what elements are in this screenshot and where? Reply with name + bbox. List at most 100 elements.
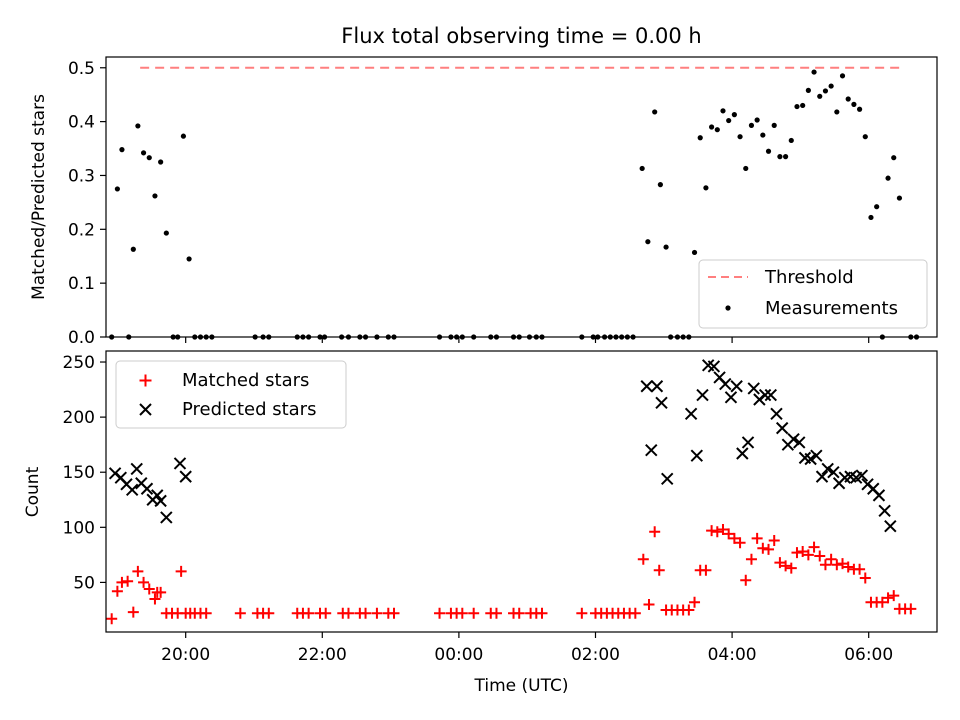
x-tick-label: 22:00 [298,645,347,665]
legend-threshold-label: Threshold [764,267,854,288]
ratio-marks [109,66,920,340]
x-axis-label: Time (UTC) [474,676,569,696]
matched-star-point [700,564,712,576]
matched-star-point [859,572,871,584]
predicted-star-point [684,407,698,421]
predicted-star-point [872,489,886,502]
measurement-point [163,230,169,236]
measurement-point [697,135,703,141]
ratio-plot: Flux total observing time = 0.00 h Match… [29,24,938,348]
x-tick-label: 00:00 [434,645,483,665]
matched-star-point [143,583,155,595]
matched-star-point [757,542,769,554]
legend-matched-swatch [139,374,152,387]
measurement-point [726,117,732,124]
measurement-point [140,150,147,156]
measurement-point [119,147,125,153]
matched-star-point [122,575,134,587]
measurement-point [114,186,120,192]
count-plot: Count Time (UTC) 50 100 150 200 250 20:00 22:… [23,350,938,696]
matched-star-point [388,607,400,619]
matched-star-point [745,553,757,565]
measurement-point [737,134,743,140]
y-tick-label: 200 [63,408,95,428]
measurement-point [839,73,846,79]
predicted-star-point [821,462,834,476]
measurement-point [822,88,829,94]
matched-star-point [831,559,843,571]
matched-star-point [320,607,332,619]
measurement-point [874,204,880,210]
matched-star-point [234,607,246,619]
predicted-star-point [884,520,897,533]
matched-star-point [138,576,150,588]
measurement-point [657,182,663,188]
matched-star-point [629,607,641,619]
matched-star-point [785,562,797,574]
y-axis-label-ratio: Matched/Predicted stars [29,94,49,300]
predicted-star-point [787,432,800,446]
y-axis-label-count: Count [23,466,43,517]
predicted-star-point [690,449,704,462]
predicted-star-point [707,360,721,373]
measurement-point [645,239,651,245]
predicted-star-point [140,482,154,495]
measurement-point [135,123,141,129]
predicted-star-point [810,449,823,462]
measurement-point [765,148,772,154]
predicted-star-point [730,380,743,393]
matched-star-point [637,553,649,565]
measurement-point [856,106,863,112]
matched-star-point [303,607,315,619]
plot-frame-count [105,350,938,633]
legend-measurements-swatch [725,305,731,311]
predicted-star-point [827,466,840,479]
measurement-point [817,93,823,99]
y-tick-label: 0.1 [68,274,95,294]
matched-star-point [683,604,695,616]
matched-star-point [116,576,128,588]
measurement-point [180,133,187,139]
matched-star-point [740,574,752,586]
predicted-star-point [650,380,664,393]
y-tick-label: 250 [63,353,95,373]
y-tick-label: 0.4 [68,113,95,133]
predicted-star-point [758,388,772,402]
legend-matched-label: Matched stars [182,370,309,391]
matched-star-point [814,550,826,562]
matched-star-point [513,607,525,619]
predicted-star-point [878,504,891,517]
matched-star-point [111,585,123,597]
matched-star-point [434,607,446,619]
matched-star-point [842,561,854,573]
measurement-point [862,134,868,140]
matched-star-point [643,598,655,610]
predicted-star-point [696,388,709,402]
matched-star-point [837,558,849,570]
measurement-point [771,122,777,128]
matched-star-point [132,565,144,577]
matched-star-point [768,535,780,547]
measurement-point [152,193,158,199]
matched-star-point [888,590,900,602]
matched-star-point [706,525,718,537]
measurement-point [743,165,749,172]
predicted-star-point [661,472,674,486]
matched-star-point [819,559,831,571]
predicted-star-point [736,447,749,460]
matched-star-point [490,607,502,619]
matched-star-point [728,532,740,544]
predicted-star-point [173,457,187,470]
measurement-point [896,195,903,201]
x-tick-label: 02:00 [571,645,620,665]
measurement-point [788,137,794,144]
measurement-point [851,101,857,107]
predicted-star-point [855,469,869,482]
measurement-point [811,69,817,75]
matched-star-point [200,607,212,619]
matched-star-point [263,607,275,619]
y-tick-label: 0.3 [68,166,95,186]
predicted-star-point [747,382,760,395]
chart-title: Flux total observing time = 0.00 h [341,24,701,48]
